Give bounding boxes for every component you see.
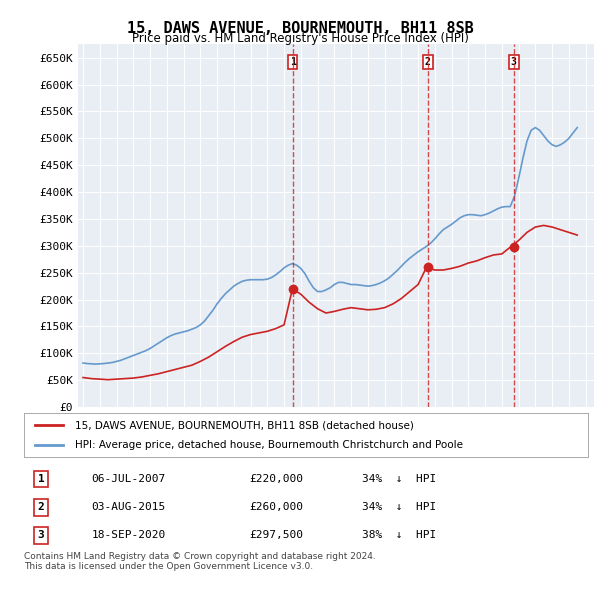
- Text: £220,000: £220,000: [250, 474, 304, 484]
- Text: 03-AUG-2015: 03-AUG-2015: [92, 502, 166, 512]
- Text: 3: 3: [38, 530, 44, 540]
- Text: 34%  ↓  HPI: 34% ↓ HPI: [362, 502, 437, 512]
- Text: 2: 2: [38, 502, 44, 512]
- Text: 34%  ↓  HPI: 34% ↓ HPI: [362, 474, 437, 484]
- Text: Contains HM Land Registry data © Crown copyright and database right 2024.
This d: Contains HM Land Registry data © Crown c…: [24, 552, 376, 571]
- Text: Price paid vs. HM Land Registry's House Price Index (HPI): Price paid vs. HM Land Registry's House …: [131, 32, 469, 45]
- Text: 15, DAWS AVENUE, BOURNEMOUTH, BH11 8SB (detached house): 15, DAWS AVENUE, BOURNEMOUTH, BH11 8SB (…: [75, 421, 413, 430]
- Text: 15, DAWS AVENUE, BOURNEMOUTH, BH11 8SB: 15, DAWS AVENUE, BOURNEMOUTH, BH11 8SB: [127, 21, 473, 35]
- Text: HPI: Average price, detached house, Bournemouth Christchurch and Poole: HPI: Average price, detached house, Bour…: [75, 440, 463, 450]
- Text: 3: 3: [511, 57, 517, 67]
- Text: 06-JUL-2007: 06-JUL-2007: [92, 474, 166, 484]
- Text: 38%  ↓  HPI: 38% ↓ HPI: [362, 530, 437, 540]
- Text: 18-SEP-2020: 18-SEP-2020: [92, 530, 166, 540]
- Text: 1: 1: [290, 57, 296, 67]
- Text: £297,500: £297,500: [250, 530, 304, 540]
- Text: £260,000: £260,000: [250, 502, 304, 512]
- Text: 1: 1: [38, 474, 44, 484]
- Text: 2: 2: [425, 57, 431, 67]
